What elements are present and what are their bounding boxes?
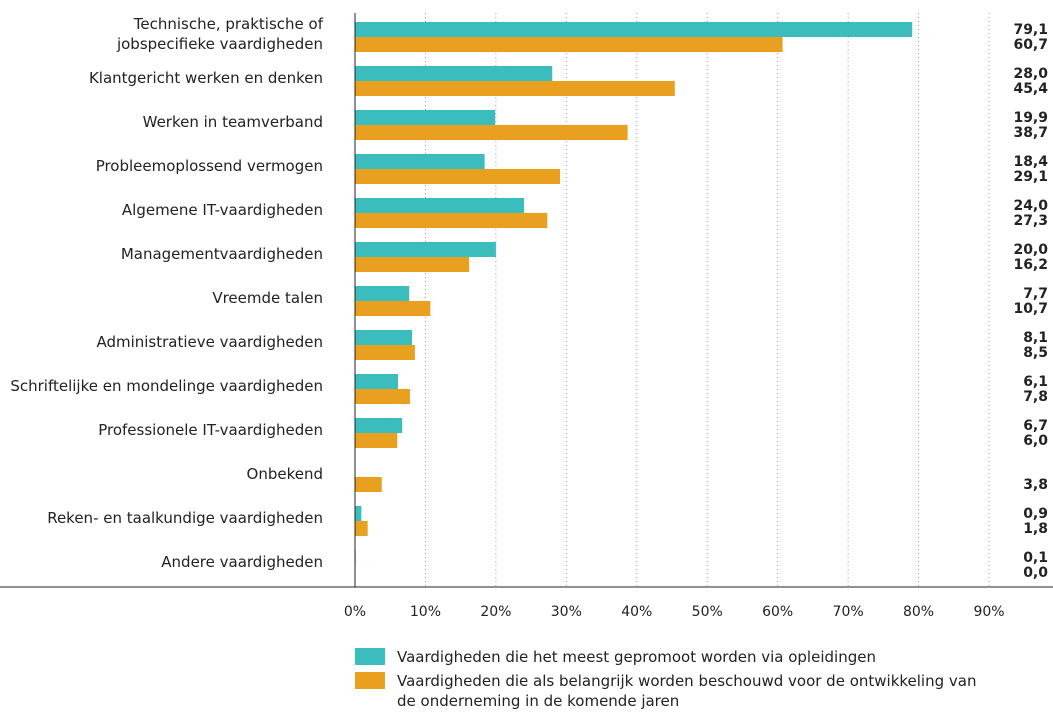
bar (355, 125, 628, 140)
category-label: Managementvaardigheden (120, 245, 323, 263)
value-label: 6,1 (1023, 374, 1048, 390)
x-tick-label: 10% (410, 604, 441, 620)
bar (355, 22, 913, 37)
value-label: 45,4 (1013, 81, 1048, 97)
bar (355, 37, 783, 52)
x-tick-label: 70% (833, 604, 864, 620)
category-label: Technische, praktische of jobspecifieke … (116, 15, 323, 53)
bar (355, 330, 413, 345)
value-label: 0,0 (1023, 565, 1048, 581)
bar (355, 418, 403, 433)
category-label: Probleemoplossend vermogen (95, 157, 323, 175)
bar (355, 110, 496, 125)
value-label: 1,8 (1023, 521, 1048, 537)
x-tick-label: 90% (973, 604, 1004, 620)
value-label: 10,7 (1013, 301, 1048, 317)
category-label: Professionele IT-vaardigheden (98, 421, 323, 439)
category-label: Schriftelijke en mondelinge vaardigheden (10, 377, 323, 395)
category-label: Vreemde talen (212, 289, 323, 307)
x-tick-label: 60% (762, 604, 793, 620)
category-label: Reken- en taalkundige vaardigheden (47, 509, 323, 527)
bar (355, 301, 431, 316)
bar (355, 477, 382, 492)
bar (355, 257, 470, 272)
category-label: Andere vaardigheden (161, 553, 323, 571)
bar (355, 374, 398, 389)
value-label: 27,3 (1013, 213, 1048, 229)
value-label: 20,0 (1013, 242, 1048, 258)
category-label: Klantgericht werken en denken (88, 69, 323, 87)
legend-swatch (355, 672, 385, 689)
value-label: 16,2 (1013, 257, 1048, 273)
legend-label: Vaardigheden die als belangrijk worden b… (397, 672, 977, 710)
x-tick-label: 20% (480, 604, 511, 620)
bar (355, 433, 398, 448)
bar (355, 81, 675, 96)
value-label: 8,1 (1023, 330, 1048, 346)
bar (355, 286, 410, 301)
value-label: 0,9 (1023, 506, 1048, 522)
x-tick-label: 40% (621, 604, 652, 620)
value-label: 79,1 (1013, 22, 1048, 38)
value-label: 7,8 (1023, 389, 1048, 405)
bar (355, 389, 410, 404)
value-label: 29,1 (1013, 169, 1048, 185)
value-label: 24,0 (1013, 198, 1048, 214)
bar (355, 242, 496, 257)
bar (355, 169, 560, 184)
x-tick-label: 80% (903, 604, 934, 620)
value-label: 18,4 (1013, 154, 1048, 170)
value-label: 3,8 (1023, 477, 1048, 493)
value-label: 8,5 (1023, 345, 1048, 361)
value-label: 0,1 (1023, 550, 1048, 566)
bar (355, 213, 548, 228)
value-label: 6,7 (1023, 418, 1048, 434)
legend-swatch (355, 648, 385, 665)
category-label: Werken in teamverband (142, 113, 323, 131)
value-label: 38,7 (1013, 125, 1048, 141)
x-tick-label: 0% (344, 604, 366, 620)
x-tick-label: 50% (692, 604, 723, 620)
category-label: Algemene IT-vaardigheden (121, 201, 323, 219)
bar (355, 154, 485, 169)
category-label: Onbekend (246, 465, 323, 483)
bar (355, 66, 553, 81)
bar (355, 198, 525, 213)
value-label: 28,0 (1013, 66, 1048, 82)
value-label: 7,7 (1023, 286, 1048, 302)
bar (355, 521, 368, 536)
category-label: Administratieve vaardigheden (96, 333, 323, 351)
value-label: 19,9 (1013, 110, 1048, 126)
legend-label: Vaardigheden die het meest gepromoot wor… (397, 648, 876, 666)
value-label: 60,7 (1013, 37, 1048, 53)
x-tick-label: 30% (551, 604, 582, 620)
bar (355, 506, 362, 521)
value-label: 6,0 (1023, 433, 1048, 449)
bar (355, 345, 415, 360)
